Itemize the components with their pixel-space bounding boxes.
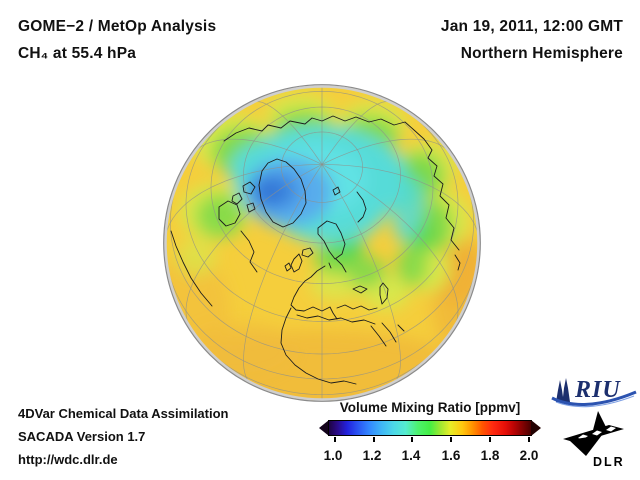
tick-label: 1.8 [480, 448, 500, 463]
coastlines [170, 115, 461, 385]
colorbar-tick [450, 437, 453, 442]
tick-label: 1.2 [362, 448, 382, 463]
coast-red-sea [370, 322, 405, 347]
credits: 4DVar Chemical Data Assimilation SACADA … [18, 402, 229, 471]
cathedral-icon [556, 378, 570, 402]
coast-scandinavia [317, 220, 347, 273]
colorbar [319, 420, 541, 442]
globe-limb-inner [164, 85, 480, 401]
dlr-logo-text: DLR [593, 455, 625, 469]
coast-black-sea [352, 285, 368, 294]
datetime-label: Jan 19, 2011, 12:00 GMT [440, 18, 623, 35]
dlr-emblem-icon [563, 411, 624, 456]
tick-label: 1.0 [323, 448, 343, 463]
coast-mediterranean-north [303, 304, 378, 320]
dlr-logo: DLR [563, 411, 625, 469]
tick-label: 1.4 [401, 448, 421, 463]
coast-north-africa [296, 314, 376, 325]
tick-label: 1.6 [441, 448, 461, 463]
colorbar-gradient [328, 420, 532, 442]
colorbar-tick [372, 437, 375, 442]
species-level-label: CH₄ at 55.4 hPa [18, 45, 137, 62]
credit-line-assimilation: 4DVar Chemical Data Assimilation [18, 406, 229, 421]
coast-north-america-west [170, 230, 213, 307]
header-right: Jan 19, 2011, 12:00 GMT Northern Hemisph… [441, 13, 623, 67]
coast-greenland [258, 158, 307, 228]
coast-arctic-islands [231, 181, 256, 213]
ch4-field [164, 85, 480, 401]
coast-svalbard [332, 186, 341, 196]
colorbar-tick-labels: 1.0 1.2 1.4 1.6 1.8 2.0 [320, 448, 540, 466]
coast-novaya-zemlya [356, 191, 367, 223]
coast-iceland [301, 247, 314, 258]
coast-hudson-bay [218, 200, 241, 227]
globe-limb-outer [163, 84, 481, 402]
riu-logo: RIU [551, 377, 637, 408]
colorbar-arrow-right [531, 420, 541, 436]
coast-japan [454, 254, 461, 271]
riu-swoosh-echo [555, 395, 635, 408]
coast-labrador [240, 230, 258, 273]
coast-caspian-sea [379, 282, 389, 305]
colorbar-tick [527, 437, 530, 442]
analysis-title: GOME−2 / MetOp Analysis [18, 18, 217, 35]
coast-west-europe [290, 265, 326, 312]
credit-line-version: SACADA Version 1.7 [18, 429, 146, 444]
coast-africa-west [280, 307, 357, 385]
colorbar-tick [411, 437, 414, 442]
tick-label: 2.0 [519, 448, 539, 463]
header-left: GOME−2 / MetOp Analysis CH₄ at 55.4 hPa [18, 13, 216, 67]
coast-siberia-alaska [223, 115, 460, 251]
colorbar-title: Volume Mixing Ratio [ppmv] [339, 400, 521, 415]
credit-line-url: http://wdc.dlr.de [18, 452, 118, 467]
colorbar-arrow-left [319, 420, 329, 436]
hemisphere-label: Northern Hemisphere [460, 45, 623, 62]
colorbar-tick [488, 437, 491, 442]
riu-swoosh [551, 390, 637, 406]
colorbar-tick [333, 437, 336, 442]
coast-british-isles [284, 253, 303, 273]
